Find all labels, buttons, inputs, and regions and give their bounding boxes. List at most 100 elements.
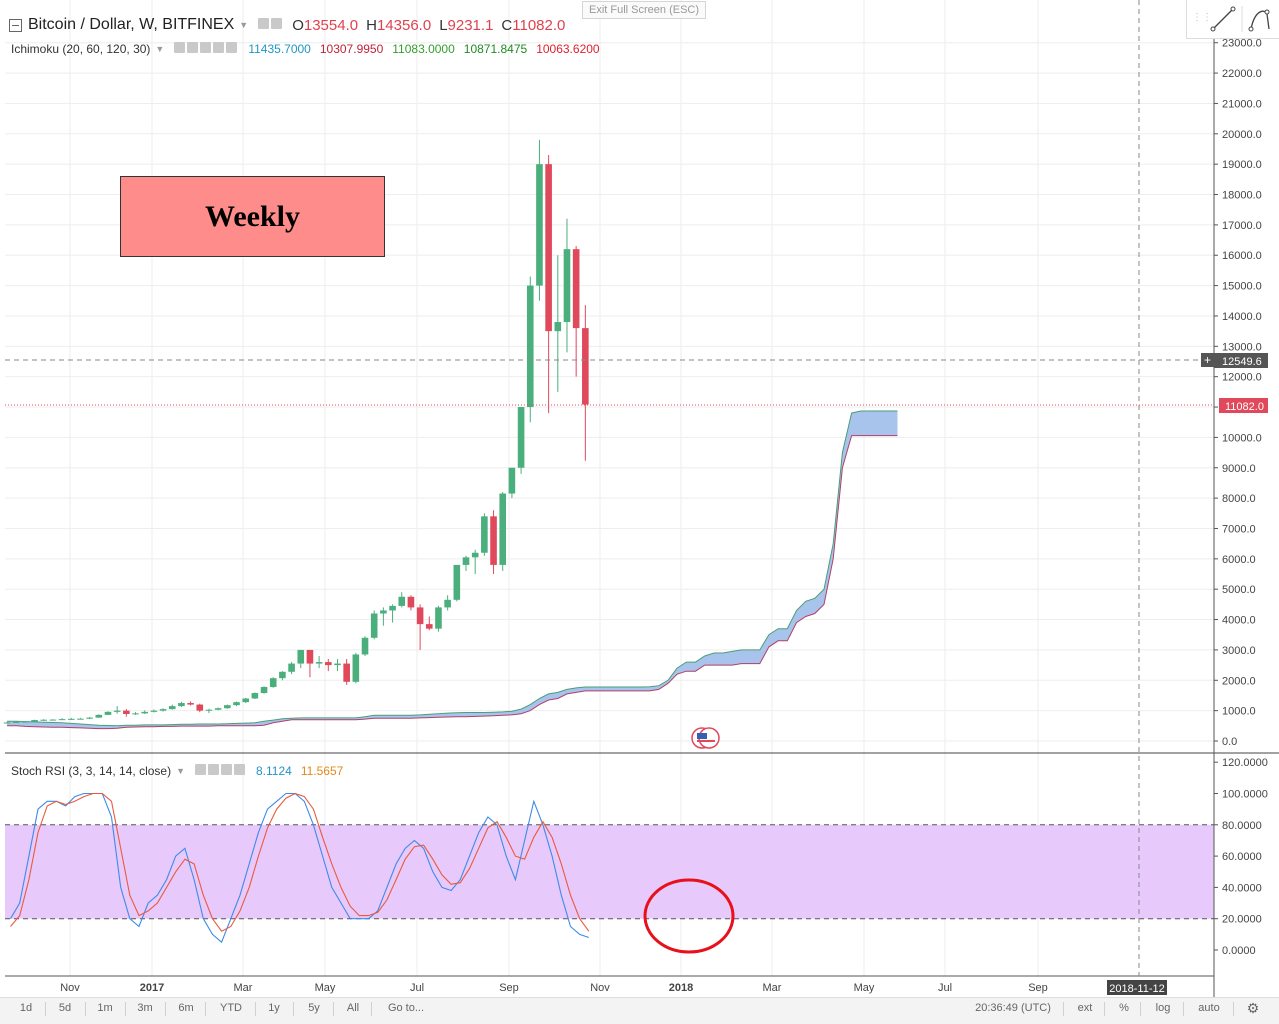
candle-body: [31, 720, 38, 722]
weekly-annotation[interactable]: Weekly: [120, 176, 385, 257]
candle-body: [242, 698, 249, 703]
time-tick-label: May: [315, 982, 336, 994]
stoch-k-line: [10, 792, 589, 944]
gear-icon[interactable]: [271, 18, 283, 29]
eye-icon[interactable]: [174, 42, 186, 53]
curve-tool-icon[interactable]: [1248, 9, 1270, 32]
candle-body: [352, 654, 360, 682]
range-button-ytd[interactable]: YTD: [220, 1002, 242, 1014]
time-tick-label: Sep: [499, 982, 519, 994]
range-button-1y[interactable]: 1y: [268, 1002, 280, 1014]
time-tick-label: Sep: [1028, 982, 1048, 994]
range-button-1m[interactable]: 1m: [97, 1002, 113, 1014]
price-tick-label: 6000.0: [1222, 554, 1256, 566]
divider: [293, 1002, 294, 1016]
time-tick-label: 2017: [140, 982, 164, 994]
price-tick-label: 8000.0: [1222, 493, 1256, 505]
settings-gear-icon[interactable]: ⚙: [1246, 1000, 1260, 1016]
candle-body: [95, 714, 103, 718]
eye-icon[interactable]: [195, 764, 206, 775]
range-button-1d[interactable]: 1d: [19, 1002, 33, 1014]
price-tick-label: 23000.0: [1222, 38, 1262, 50]
stoch-menu-chevron-icon[interactable]: ▼: [176, 766, 185, 776]
candle-body: [22, 721, 29, 723]
gear-icon[interactable]: [187, 42, 199, 53]
range-button-3m[interactable]: 3m: [137, 1002, 153, 1014]
highlight-circle: [643, 878, 735, 954]
bottom-toolbar: 1d 5d 1m 3m 6m YTD 1y 5y All Go to... 20:36:49 (…: [0, 997, 1279, 1024]
candle-body: [132, 713, 139, 715]
plus-icon[interactable]: [213, 42, 225, 53]
range-button-5y[interactable]: 5y: [308, 1002, 320, 1014]
stoch-d-line: [10, 792, 590, 932]
braces-icon[interactable]: [200, 42, 212, 53]
price-tick-label: 10000.0: [1222, 432, 1262, 444]
divider: [85, 1002, 86, 1016]
gear-icon[interactable]: [208, 764, 219, 775]
goto-button[interactable]: Go to...: [387, 1002, 425, 1014]
divider: [125, 1002, 126, 1016]
candle-body: [370, 613, 378, 638]
stoch-k-value: 8.1124: [256, 764, 292, 778]
plus-icon[interactable]: [221, 764, 232, 775]
add-price-button: [1201, 353, 1214, 367]
ichimoku-value-2: 10307.9950: [319, 42, 384, 56]
divider: [255, 1002, 256, 1016]
crosshair-price-tag: [1214, 353, 1268, 368]
close-icon[interactable]: [226, 42, 238, 53]
candle-body: [233, 702, 240, 706]
range-button-5d[interactable]: 5d: [58, 1002, 72, 1014]
candle-body: [178, 703, 185, 707]
range-button-all[interactable]: All: [346, 1002, 360, 1014]
candle-body: [582, 328, 589, 405]
candle-body: [526, 285, 534, 408]
ichimoku-title[interactable]: Ichimoku (20, 60, 120, 30): [11, 42, 151, 56]
candle-body: [260, 686, 268, 694]
candle-body: [3, 722, 11, 724]
auto-scale-toggle[interactable]: auto: [1198, 1002, 1220, 1014]
trend-line-icon[interactable]: [1210, 6, 1236, 32]
flag-stripe: [697, 740, 715, 742]
symbol-title[interactable]: Bitcoin / Dollar, W, BITFINEX: [28, 16, 235, 33]
price-grid: [5, 0, 1214, 753]
extended-hours-toggle[interactable]: ext: [1077, 1002, 1093, 1014]
candle-body: [389, 605, 396, 611]
divider: [1104, 1002, 1105, 1016]
legend-controls: [258, 16, 284, 34]
candle-body: [58, 719, 66, 721]
collapse-icon[interactable]: [9, 18, 22, 32]
ichimoku-menu-chevron-icon[interactable]: ▼: [155, 44, 165, 54]
stoch-band: [5, 824, 1214, 919]
flag-icon: [697, 733, 707, 739]
symbol-menu-chevron-icon[interactable]: ▼: [239, 20, 249, 30]
stoch-tick-label: 120.0000: [1222, 757, 1268, 769]
eye-icon[interactable]: [258, 18, 270, 29]
low-key: L: [439, 16, 448, 34]
candle-body: [77, 718, 84, 720]
divider: [1063, 1002, 1064, 1016]
candle-body: [40, 719, 48, 721]
symbol-legend: Bitcoin / Dollar, W, BITFINEX ▼ O 13554.0…: [9, 16, 565, 34]
candle-body: [361, 637, 369, 655]
exit-fullscreen-button[interactable]: Exit Full Screen (ESC): [582, 1, 706, 19]
divider: [1233, 1002, 1234, 1016]
candle-body: [508, 467, 516, 494]
price-tick-label: 16000.0: [1222, 250, 1262, 262]
senkou-span-b: [7, 435, 898, 730]
ichimoku-legend: Ichimoku (20, 60, 120, 30) ▼ 11435.7000 …: [11, 40, 600, 58]
candle-body: [288, 663, 295, 672]
last-price-tag: [1219, 398, 1268, 413]
candle-body: [306, 649, 314, 664]
price-tick-label: 4000.0: [1222, 615, 1256, 627]
ichimoku-controls: [174, 40, 239, 58]
log-scale-toggle[interactable]: log: [1155, 1002, 1171, 1014]
range-button-6m[interactable]: 6m: [178, 1002, 194, 1014]
close-key: C: [501, 16, 513, 34]
price-tick-label: 20000.0: [1222, 129, 1262, 141]
price-tick-label: 3000.0: [1222, 645, 1256, 657]
drag-handle-icon[interactable]: ⋮⋮: [1192, 12, 1212, 23]
stoch-title[interactable]: Stoch RSI (3, 3, 14, 14, close): [11, 764, 172, 778]
close-icon[interactable]: [234, 764, 245, 775]
percent-scale-toggle[interactable]: %: [1119, 1002, 1129, 1014]
